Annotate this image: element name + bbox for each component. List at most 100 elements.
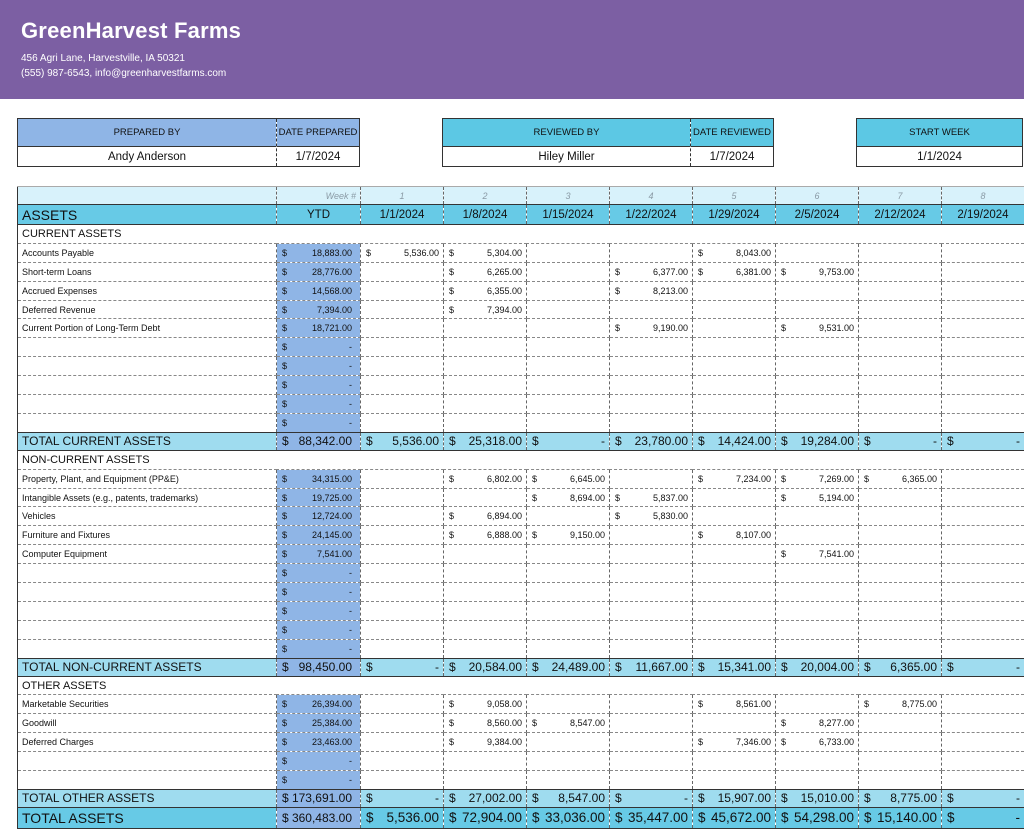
week-cell[interactable] <box>360 751 444 772</box>
row-label[interactable] <box>17 620 277 640</box>
ytd-cell[interactable]: $ - <box>276 770 361 790</box>
week-cell[interactable] <box>858 544 942 565</box>
week-cell[interactable]: $5,304.00 <box>443 243 527 263</box>
week-cell[interactable] <box>775 563 859 584</box>
week-cell[interactable]: $6,802.00 <box>443 469 527 489</box>
row-label[interactable]: Vehicles <box>17 506 277 527</box>
total-week-cell[interactable]: $27,002.00 <box>443 788 527 808</box>
grand-total-week-cell[interactable]: $72,904.00 <box>443 806 527 829</box>
week-cell[interactable] <box>692 563 776 584</box>
week-cell[interactable] <box>858 713 942 734</box>
week-cell[interactable] <box>941 356 1024 377</box>
total-week-cell[interactable]: $20,004.00 <box>775 657 859 677</box>
week-cell[interactable] <box>360 713 444 734</box>
total-week-cell[interactable]: $8,775.00 <box>858 788 942 808</box>
total-week-cell[interactable]: $6,365.00 <box>858 657 942 677</box>
row-label[interactable]: Intangible Assets (e.g., patents, tradem… <box>17 488 277 508</box>
week-cell[interactable]: $9,058.00 <box>443 694 527 715</box>
week-cell[interactable] <box>692 281 776 301</box>
total-week-cell[interactable]: $23,780.00 <box>609 431 693 451</box>
row-label[interactable]: Deferred Charges <box>17 732 277 753</box>
week-cell[interactable] <box>526 243 610 263</box>
grand-total-week-cell[interactable]: $ - <box>941 806 1024 829</box>
total-week-cell[interactable]: $ - <box>609 788 693 808</box>
week-cell[interactable] <box>941 413 1024 433</box>
row-label[interactable] <box>17 639 277 659</box>
week-cell[interactable] <box>609 375 693 396</box>
week-cell[interactable] <box>941 713 1024 734</box>
total-week-cell[interactable]: $14,424.00 <box>692 431 776 451</box>
week-cell[interactable] <box>360 375 444 396</box>
week-cell[interactable]: $6,888.00 <box>443 525 527 546</box>
week-cell[interactable]: $6,265.00 <box>443 262 527 282</box>
week-cell[interactable] <box>692 620 776 640</box>
week-cell[interactable] <box>526 394 610 414</box>
week-cell[interactable] <box>443 337 527 358</box>
week-cell[interactable] <box>360 601 444 621</box>
week-cell[interactable] <box>526 732 610 753</box>
week-cell[interactable] <box>443 751 527 772</box>
week-cell[interactable] <box>443 375 527 396</box>
week-cell[interactable]: $8,560.00 <box>443 713 527 734</box>
week-cell[interactable] <box>609 639 693 659</box>
ytd-cell[interactable]: $14,568.00 <box>276 281 361 301</box>
week-cell[interactable] <box>941 243 1024 263</box>
week-cell[interactable] <box>609 751 693 772</box>
week-cell[interactable] <box>609 337 693 358</box>
grand-total-week-cell[interactable]: $45,672.00 <box>692 806 776 829</box>
week-cell[interactable] <box>941 469 1024 489</box>
week-cell[interactable] <box>360 582 444 602</box>
ytd-cell[interactable]: $ - <box>276 582 361 602</box>
grand-total-week-cell[interactable]: $33,036.00 <box>526 806 610 829</box>
week-cell[interactable] <box>609 582 693 602</box>
week-cell[interactable] <box>941 563 1024 584</box>
week-cell[interactable] <box>526 639 610 659</box>
week-cell[interactable] <box>775 751 859 772</box>
week-cell[interactable] <box>360 262 444 282</box>
ytd-cell[interactable]: $28,776.00 <box>276 262 361 282</box>
week-cell[interactable] <box>443 318 527 339</box>
row-label[interactable] <box>17 582 277 602</box>
week-cell[interactable]: $8,775.00 <box>858 694 942 715</box>
week-cell[interactable] <box>526 318 610 339</box>
reviewed-by-value[interactable]: Hiley Miller <box>443 147 690 166</box>
week-cell[interactable]: $8,043.00 <box>692 243 776 263</box>
total-week-cell[interactable]: $15,907.00 <box>692 788 776 808</box>
week-cell[interactable] <box>360 394 444 414</box>
week-cell[interactable]: $8,547.00 <box>526 713 610 734</box>
total-week-cell[interactable]: $15,010.00 <box>775 788 859 808</box>
row-label[interactable] <box>17 413 277 433</box>
week-cell[interactable] <box>360 732 444 753</box>
week-cell[interactable] <box>775 770 859 790</box>
date-reviewed-value[interactable]: 1/7/2024 <box>691 147 773 166</box>
week-cell[interactable] <box>941 601 1024 621</box>
total-week-cell[interactable]: $19,284.00 <box>775 431 859 451</box>
week-cell[interactable] <box>941 318 1024 339</box>
total-week-cell[interactable]: $8,547.00 <box>526 788 610 808</box>
week-cell[interactable] <box>609 620 693 640</box>
week-cell[interactable] <box>858 356 942 377</box>
ytd-cell[interactable]: $7,394.00 <box>276 300 361 320</box>
week-cell[interactable] <box>443 770 527 790</box>
week-cell[interactable] <box>526 563 610 584</box>
week-cell[interactable] <box>443 582 527 602</box>
week-cell[interactable]: $9,150.00 <box>526 525 610 546</box>
week-cell[interactable] <box>360 506 444 527</box>
week-cell[interactable]: $9,531.00 <box>775 318 859 339</box>
total-week-cell[interactable]: $ - <box>360 657 444 677</box>
week-cell[interactable]: $8,694.00 <box>526 488 610 508</box>
week-cell[interactable] <box>360 356 444 377</box>
week-cell[interactable] <box>858 525 942 546</box>
week-cell[interactable] <box>692 601 776 621</box>
week-cell[interactable]: $7,541.00 <box>775 544 859 565</box>
row-label[interactable]: Marketable Securities <box>17 694 277 715</box>
week-cell[interactable] <box>941 337 1024 358</box>
week-cell[interactable] <box>941 544 1024 565</box>
ytd-cell[interactable]: $ - <box>276 413 361 433</box>
week-cell[interactable]: $9,753.00 <box>775 262 859 282</box>
row-label[interactable] <box>17 563 277 584</box>
week-cell[interactable] <box>775 281 859 301</box>
week-cell[interactable] <box>858 394 942 414</box>
week-cell[interactable] <box>941 375 1024 396</box>
row-label[interactable] <box>17 770 277 790</box>
